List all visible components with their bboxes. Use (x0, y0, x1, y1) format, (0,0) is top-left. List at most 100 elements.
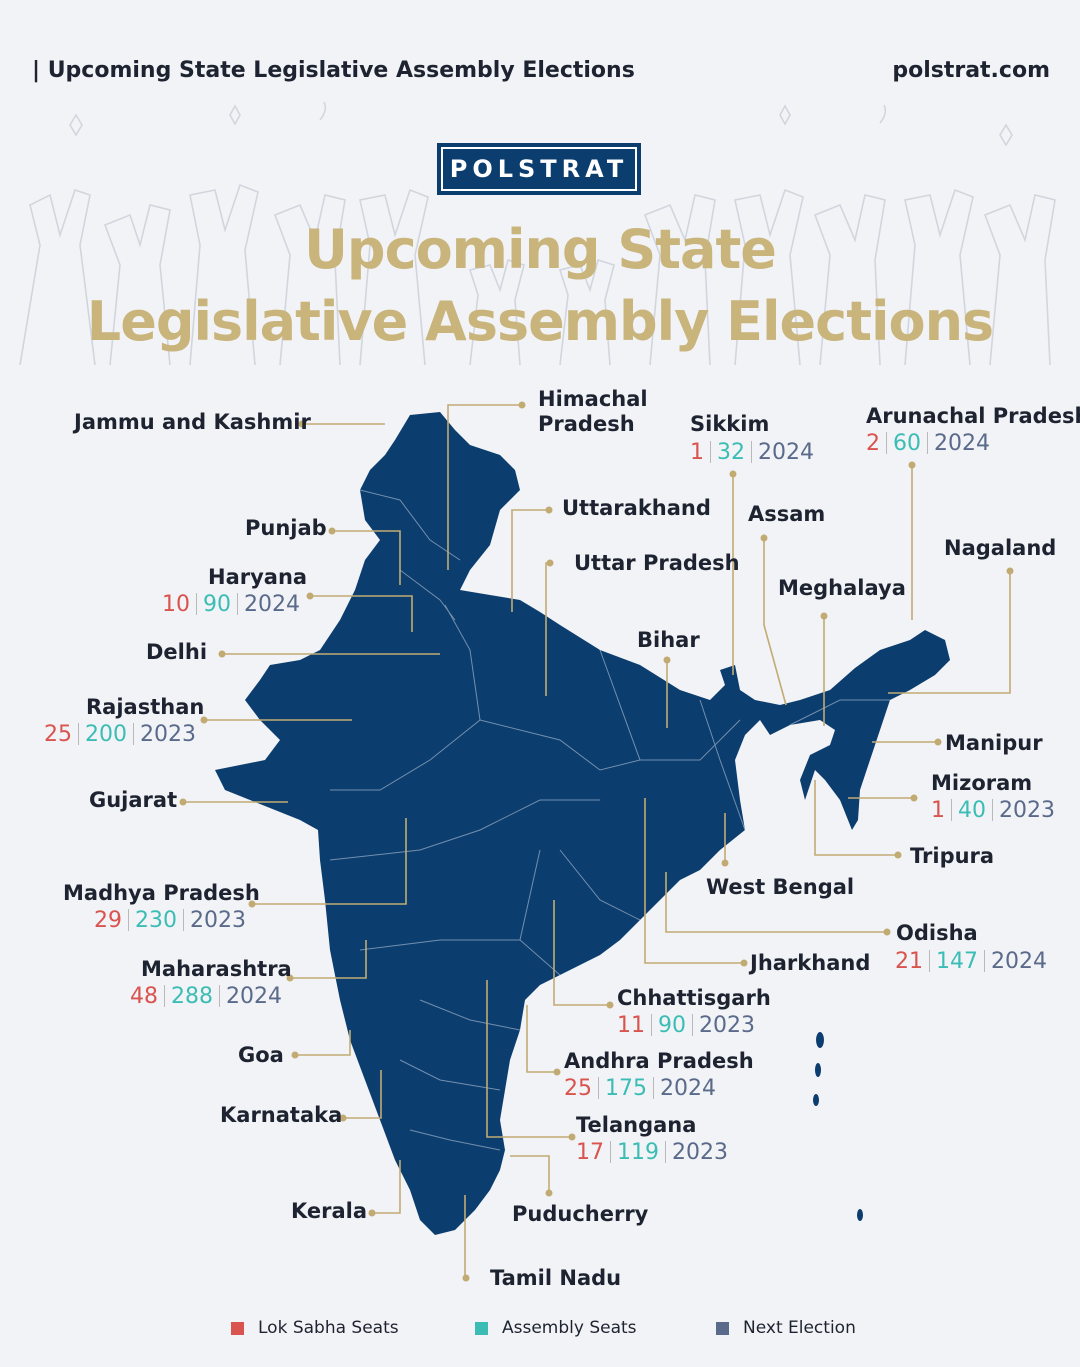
telangana-lok-sabha: 17 (576, 1140, 604, 1165)
leader-dot-jk (298, 420, 306, 428)
leader-line-punjab (332, 530, 401, 585)
label-punjab: Punjab (245, 516, 327, 540)
leader-line-karnataka (343, 1070, 382, 1119)
stats-rajasthan: 25 200 2023 (44, 722, 196, 748)
telangana-next-election: 2023 (672, 1140, 728, 1165)
leader-lines (183, 404, 1011, 1279)
legend-lok-sabha-label: Lok Sabha Seats (258, 1318, 399, 1338)
leader-dot-rajasthan (200, 716, 208, 724)
leader-dot-hp (518, 401, 526, 409)
odisha-lok-sabha: 21 (895, 949, 923, 974)
maharashtra-assembly: 288 (171, 984, 213, 1009)
label-assam: Assam (748, 502, 826, 526)
next-election-swatch (716, 1321, 729, 1335)
label-meghalaya: Meghalaya (778, 576, 906, 600)
stats-odisha: 21 147 2024 (895, 949, 1047, 975)
label-sikkim: Sikkim (690, 412, 770, 436)
leader-dot-goa (291, 1051, 299, 1059)
site-url[interactable]: polstrat.com (892, 58, 1050, 83)
ap-assembly: 175 (605, 1076, 647, 1101)
leader-dot-uttarakhand (545, 506, 553, 514)
leader-line-mp (252, 818, 407, 905)
leader-line-tripura (814, 780, 898, 856)
stats-sikkim: 1 32 2024 (690, 440, 814, 466)
leader-dot-assam (760, 534, 768, 542)
leader-dot-nagaland (1006, 567, 1014, 575)
odisha-next-election: 2024 (991, 949, 1047, 974)
label-jammu-kashmir: Jammu and Kashmir (74, 410, 311, 434)
leader-dot-maharashtra (286, 974, 294, 982)
stats-arunachal-pradesh: 2 60 2024 (866, 431, 990, 457)
leader-dot-kerala (368, 1209, 376, 1217)
main-title-line-2: Legislative Assembly Elections (86, 290, 994, 353)
ap-next-election: 2024 (660, 1076, 716, 1101)
rajasthan-assembly: 200 (85, 722, 127, 747)
leader-dot-mp (248, 900, 256, 908)
label-himachal-pradesh: Himachal Pradesh (538, 387, 648, 436)
mizoram-next-election: 2023 (999, 798, 1055, 823)
label-telangana: Telangana (576, 1113, 697, 1137)
stats-maharashtra: 48 288 2024 (130, 984, 282, 1010)
label-maharashtra: Maharashtra (141, 957, 292, 981)
maharashtra-lok-sabha: 48 (130, 984, 158, 1009)
label-uttarakhand: Uttarakhand (562, 496, 711, 520)
mp-assembly: 230 (135, 908, 177, 933)
lok-sabha-swatch (231, 1321, 244, 1335)
leader-dots (179, 401, 1014, 1282)
telangana-assembly: 119 (617, 1140, 659, 1165)
label-goa: Goa (238, 1043, 284, 1067)
label-odisha: Odisha (896, 921, 978, 945)
label-nagaland: Nagaland (944, 536, 1057, 560)
leader-dot-telangana (568, 1133, 576, 1141)
label-kerala: Kerala (291, 1199, 368, 1223)
label-west-bengal: West Bengal (706, 875, 855, 899)
leader-dot-ap (553, 1068, 561, 1076)
leader-line-uttarakhand (511, 509, 549, 612)
stats-andhra-pradesh: 25 175 2024 (564, 1076, 716, 1102)
label-gujarat: Gujarat (89, 788, 178, 812)
leader-line-maharashtra (290, 940, 367, 979)
rajasthan-next-election: 2023 (140, 722, 196, 747)
legend-next-election: Next Election (716, 1318, 856, 1338)
leader-line-kerala (372, 1160, 401, 1214)
main-title-line-1: Upcoming State (304, 218, 777, 281)
leader-dot-chhattisgarh (606, 1001, 614, 1009)
leader-dot-jharkhand (740, 959, 748, 967)
leader-dot-tn (462, 1274, 470, 1282)
raised-hands-illustration (19, 101, 1056, 366)
label-manipur: Manipur (945, 731, 1043, 755)
sikkim-lok-sabha: 1 (690, 440, 704, 465)
leader-dot-delhi (218, 650, 226, 658)
odisha-assembly: 147 (936, 949, 978, 974)
label-haryana: Haryana (208, 565, 308, 589)
leader-line-hp (447, 404, 522, 570)
mizoram-assembly: 40 (958, 798, 986, 823)
maharashtra-next-election: 2024 (226, 984, 282, 1009)
leader-dot-sikkim (729, 470, 737, 478)
polstrat-logo: POLSTRAT (437, 143, 641, 195)
state-borders (329, 489, 890, 1151)
leader-dot-mizoram (910, 794, 918, 802)
leader-line-odisha (665, 872, 887, 933)
label-madhya-pradesh: Madhya Pradesh (63, 881, 260, 905)
legend-assembly-label: Assembly Seats (502, 1318, 637, 1338)
leader-line-telangana (486, 980, 572, 1138)
sikkim-assembly: 32 (717, 440, 745, 465)
label-arunachal-pradesh: Arunachal Pradesh (866, 404, 1080, 428)
leader-line-chhattisgarh (553, 900, 610, 1006)
label-andhra-pradesh: Andhra Pradesh (564, 1049, 754, 1073)
leader-dot-puducherry (545, 1189, 553, 1197)
label-bihar: Bihar (637, 628, 700, 652)
legend-next-election-label: Next Election (743, 1318, 856, 1338)
label-uttar-pradesh: Uttar Pradesh (574, 551, 740, 575)
chhattisgarh-next-election: 2023 (699, 1013, 755, 1038)
label-jharkhand: Jharkhand (750, 951, 871, 975)
leader-line-nagaland (888, 571, 1011, 694)
label-tamil-nadu: Tamil Nadu (490, 1266, 622, 1290)
leader-dot-punjab (328, 527, 336, 535)
leader-line-puducherry (510, 1155, 550, 1193)
rajasthan-lok-sabha: 25 (44, 722, 72, 747)
stats-madhya-pradesh: 29 230 2023 (94, 908, 246, 934)
mp-lok-sabha: 29 (94, 908, 122, 933)
haryana-next-election: 2024 (244, 592, 300, 617)
